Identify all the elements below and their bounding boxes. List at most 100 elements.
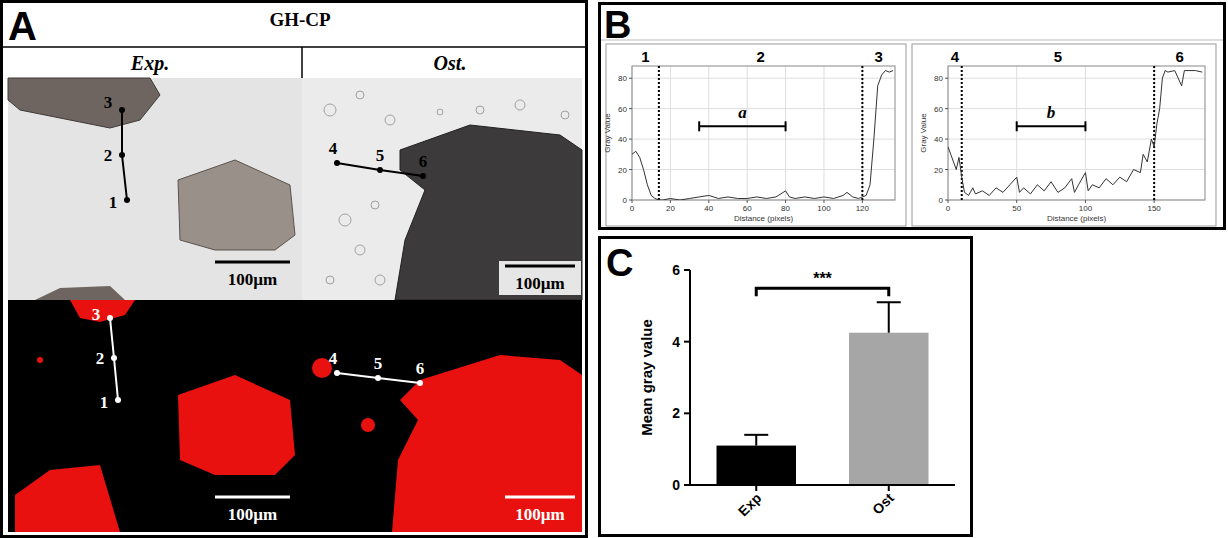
stain: [562, 417, 578, 433]
axis-title: Distance (pixels): [734, 214, 793, 223]
tick: [945, 108, 948, 109]
profile: [948, 71, 1202, 196]
scale-bar: [505, 496, 575, 499]
point-label: 2: [104, 146, 113, 165]
tick-label: 80: [618, 74, 627, 83]
region-boundary: [861, 66, 863, 200]
point-label: 4: [329, 139, 338, 158]
region-label: 4: [951, 48, 960, 65]
cell: [326, 276, 334, 284]
category-label: Ost: [869, 490, 897, 518]
grid-line: [1154, 66, 1155, 200]
point-label: 1: [100, 393, 109, 412]
grid-line: [948, 78, 1205, 79]
panel-letter: B: [604, 4, 631, 46]
tick-label: 150: [1147, 204, 1161, 213]
particle: [35, 286, 125, 300]
stain: [392, 355, 582, 532]
fluorescence-image: [8, 300, 302, 532]
bracket-line: [699, 125, 785, 127]
figure: AGH-CPExp.Ost.123456123456100µm100µm100µ…: [0, 0, 1228, 538]
tick-label: 4: [672, 334, 680, 350]
region-boundary: [658, 66, 660, 200]
tick: [945, 78, 948, 79]
error-bar: [744, 435, 768, 446]
grid-line: [670, 66, 671, 200]
panel-title: GH-CP: [269, 9, 331, 30]
grid-line: [632, 78, 895, 79]
scale-bar-label: 100µm: [228, 270, 277, 289]
profile-line: [110, 318, 118, 400]
tick: [862, 200, 863, 203]
tick-label: 40: [618, 135, 627, 144]
tick-label: 100: [1079, 204, 1093, 213]
significance-bracket: [756, 288, 889, 296]
tick: [684, 269, 690, 271]
particle: [8, 78, 160, 128]
header-rule: [601, 40, 1223, 41]
grid-line: [1085, 66, 1086, 200]
point-label: 4: [329, 349, 338, 368]
particle: [178, 160, 295, 250]
grid-line: [948, 169, 1205, 170]
error-cap: [877, 301, 901, 303]
grid-line: [823, 66, 824, 200]
scale-bar: [215, 496, 290, 499]
column-head: Ost.: [434, 52, 467, 74]
cell: [385, 115, 395, 125]
tick-label: 20: [934, 166, 943, 175]
header-rule: [3, 46, 585, 48]
tick: [629, 108, 632, 109]
scale-bar-label: 100µm: [515, 505, 564, 524]
grid-line: [632, 169, 895, 170]
cell: [515, 100, 525, 110]
tick: [670, 200, 671, 203]
tick: [945, 139, 948, 140]
panel-b-frame: [600, 4, 1225, 229]
tick: [684, 484, 690, 486]
tick-label: 20: [666, 204, 675, 213]
column-head: Exp.: [130, 52, 169, 75]
bar: [849, 333, 929, 485]
point-label: 6: [416, 359, 425, 378]
bracket-label: a: [738, 103, 747, 122]
bracket-end: [698, 121, 700, 131]
error-stem: [755, 435, 757, 446]
plot-marks: [632, 66, 893, 200]
bracket-line: [1017, 125, 1086, 127]
region-label: 1: [641, 48, 649, 65]
plot-marks: [948, 66, 1202, 200]
label-patch: [499, 261, 581, 295]
tick: [1154, 200, 1155, 203]
tick-label: 0: [630, 204, 635, 213]
cell: [476, 106, 484, 114]
panel-letter: C: [606, 242, 633, 284]
point-label: 1: [109, 193, 118, 212]
tick-label: 0: [946, 204, 951, 213]
panel-a-frame: [2, 2, 587, 537]
fluorescence-image: [302, 300, 582, 532]
axis-title: Mean gray value: [638, 319, 655, 436]
scale-bar-label: 100µm: [515, 274, 564, 293]
profile-point: [124, 197, 130, 203]
tick-label: 80: [934, 74, 943, 83]
profile-point: [375, 375, 381, 381]
grid-line: [948, 108, 1205, 109]
profile: [632, 71, 893, 200]
tick-label: 100: [817, 204, 831, 213]
grid-line: [785, 66, 786, 200]
tick: [945, 200, 948, 201]
point-label: 5: [374, 354, 383, 373]
stain: [37, 357, 43, 363]
region-label: 5: [1054, 48, 1062, 65]
grid-line: [747, 66, 748, 200]
header-divider: [301, 47, 303, 78]
panel-letter: A: [8, 4, 37, 48]
tick: [823, 200, 824, 203]
scale-bar: [505, 265, 575, 268]
tick: [945, 169, 948, 170]
tick: [708, 200, 709, 203]
plot-marks: [717, 302, 929, 485]
point-label: 3: [104, 93, 113, 112]
tick-label: 20: [618, 166, 627, 175]
